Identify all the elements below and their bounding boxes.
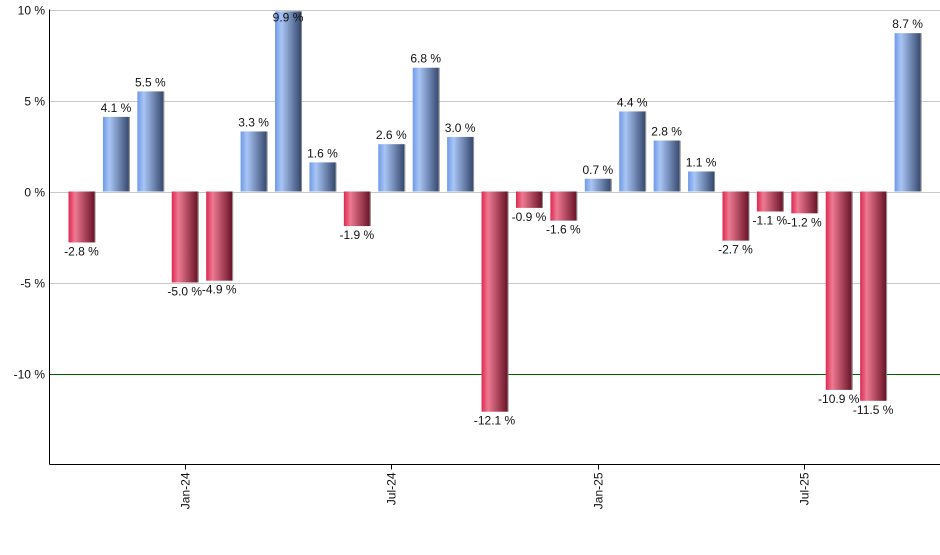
y-tick-label: 0 % (24, 186, 45, 200)
data-label: 9.9 % (273, 10, 304, 24)
data-label: -1.6 % (546, 223, 581, 237)
y-tick-label: 10 % (18, 4, 46, 18)
bar-Apr-25 (688, 171, 715, 192)
bar-Jun-24 (343, 191, 370, 227)
bar-Dec-24 (550, 191, 577, 221)
data-label: 8.7 % (892, 17, 923, 31)
data-label: 4.4 % (617, 95, 648, 109)
bar-Jul-25 (791, 191, 818, 214)
bar-Feb-25 (619, 111, 646, 192)
x-tick-label: Jul-25 (798, 472, 812, 505)
data-label: 1.1 % (686, 155, 717, 169)
bar-Nov-23 (102, 116, 129, 192)
bar-Feb-24 (206, 191, 233, 281)
bar-Jul-24 (378, 144, 405, 192)
bar-Jan-25 (584, 178, 611, 192)
bar-Mar-25 (653, 140, 680, 192)
data-label: 0.7 % (582, 163, 613, 177)
bar-Jun-25 (756, 191, 783, 212)
data-label: -2.8 % (64, 244, 99, 258)
data-label: -1.9 % (340, 228, 375, 242)
data-label: 3.3 % (238, 115, 269, 129)
data-label: -11.5 % (853, 403, 894, 417)
data-label: 5.5 % (135, 75, 166, 89)
bar-Jan-24 (171, 191, 198, 283)
data-label: 6.8 % (410, 52, 441, 66)
x-tick-label: Jul-24 (385, 472, 399, 505)
data-label: 2.6 % (376, 128, 407, 142)
data-label: -1.1 % (753, 214, 788, 228)
y-tick-label: -10 % (14, 368, 46, 382)
data-label: -10.9 % (818, 392, 860, 406)
data-label: -0.9 % (512, 210, 547, 224)
data-label: 2.8 % (651, 125, 682, 139)
bar-Oct-24 (481, 191, 508, 412)
bar-Mar-24 (240, 131, 267, 192)
bar-May-24 (309, 162, 336, 192)
data-label: 1.6 % (307, 146, 338, 160)
data-label: -2.7 % (718, 243, 753, 257)
bar-Apr-24 (275, 11, 302, 192)
bar-Oct-25 (894, 33, 921, 192)
data-label: -4.9 % (202, 283, 237, 297)
data-label: -5.0 % (167, 285, 202, 299)
bar-Nov-24 (515, 191, 542, 208)
bar-Dec-23 (137, 91, 164, 192)
bar-May-25 (722, 191, 749, 241)
bar-Aug-24 (412, 67, 439, 192)
data-label: 4.1 % (101, 101, 132, 115)
data-label: -1.2 % (787, 215, 822, 229)
bar-Aug-25 (825, 191, 852, 390)
bar-Sep-24 (447, 136, 474, 192)
y-tick-label: -5 % (20, 277, 45, 291)
bar-Sep-25 (860, 191, 887, 401)
data-label: 3.0 % (445, 121, 476, 135)
data-label: -12.1 % (474, 414, 516, 428)
y-tick-label: 5 % (24, 95, 45, 109)
x-tick-label: Jan-24 (179, 472, 193, 509)
x-tick-label: Jan-25 (592, 472, 606, 509)
bar-Oct-23 (68, 191, 95, 243)
